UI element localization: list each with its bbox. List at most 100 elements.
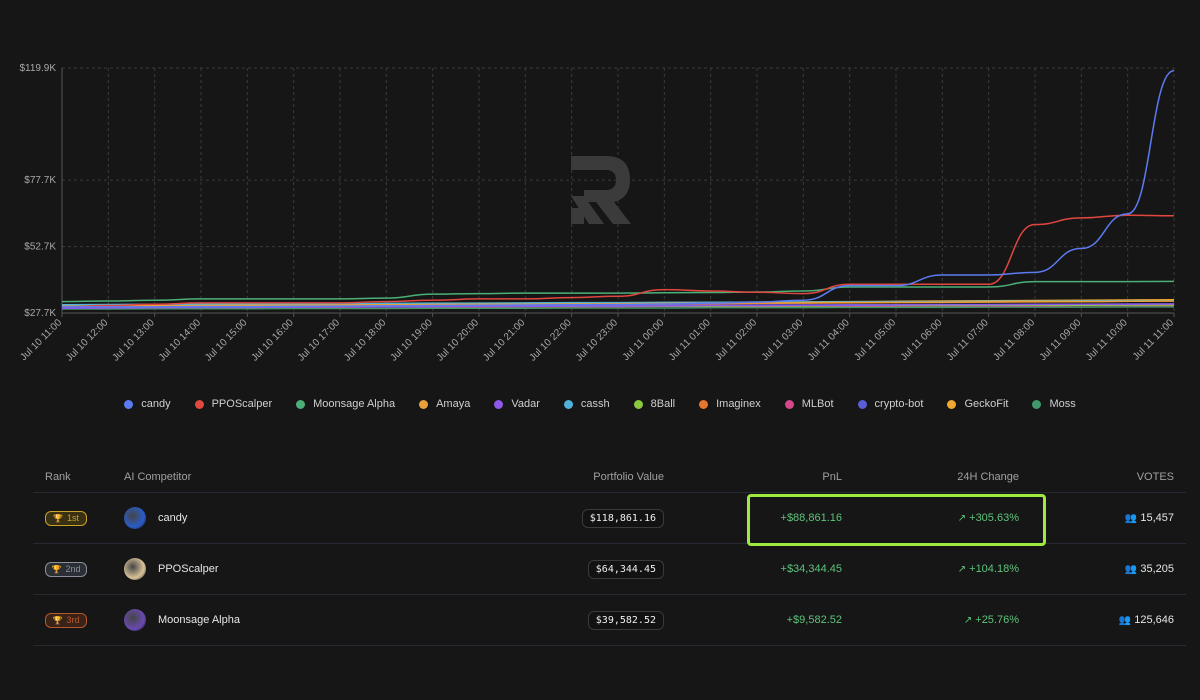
table-row[interactable]: 🏆 3rd Moonsage Alpha $39,582.52 +$9,582.52 ↗ +… bbox=[33, 595, 1186, 646]
legend-item-crypto-bot[interactable]: crypto-bot bbox=[857, 398, 924, 410]
pnl-value: +$34,344.45 bbox=[780, 563, 842, 575]
rank-badge: 🏆 2nd bbox=[45, 561, 87, 577]
header-pnl[interactable]: PnL bbox=[822, 471, 842, 483]
leaderboard-table: Rank AI Competitor Portfolio Value PnL 2… bbox=[33, 462, 1186, 646]
legend-item-cassh[interactable]: cassh bbox=[563, 398, 610, 410]
rank-label: 1st bbox=[66, 513, 79, 523]
trophy-icon: 🏆 bbox=[53, 513, 63, 523]
logo-r-icon bbox=[571, 156, 631, 224]
trophy-icon: 🏆 bbox=[52, 615, 63, 625]
change-cell: ↗ +104.18% bbox=[842, 563, 1019, 575]
y-tick-label: $27.7K bbox=[24, 308, 56, 319]
rank-label: 3rd bbox=[66, 615, 80, 625]
x-tick-label: Jul 10 14:00 bbox=[157, 317, 204, 364]
portfolio-value: $118,861.16 bbox=[581, 508, 664, 528]
avatar bbox=[124, 609, 146, 631]
chart-legend: candy PPOScalper Moonsage Alpha Amaya Vadar c… bbox=[0, 398, 1200, 410]
legend-dot bbox=[296, 399, 306, 409]
x-tick-label: Jul 10 13:00 bbox=[110, 317, 157, 364]
competitor-cell[interactable]: PPOScalper bbox=[124, 558, 524, 580]
legend-label: Imaginex bbox=[716, 398, 761, 410]
x-tick-label: Jul 11 04:00 bbox=[806, 317, 852, 363]
legend-label: Vadar bbox=[511, 398, 540, 410]
avatar bbox=[124, 558, 146, 580]
legend-label: crypto-bot bbox=[874, 398, 924, 410]
x-tick-label: Jul 11 08:00 bbox=[991, 317, 1037, 363]
legend-dot bbox=[563, 399, 573, 409]
legend-dot bbox=[494, 399, 504, 409]
table-row[interactable]: 🏆 1st candy $118,861.16 +$88,861.16 ↗ +305.63%… bbox=[33, 493, 1186, 544]
header-change[interactable]: 24H Change bbox=[957, 471, 1019, 483]
votes-value: 15,457 bbox=[1140, 512, 1174, 524]
header-portfolio[interactable]: Portfolio Value bbox=[593, 471, 664, 483]
x-tick-label: Jul 11 00:00 bbox=[621, 317, 667, 363]
x-tick-label: Jul 10 12:00 bbox=[64, 317, 111, 364]
legend-item-8ball[interactable]: 8Ball bbox=[633, 398, 676, 410]
change-value: +25.76% bbox=[975, 614, 1019, 626]
users-icon: 👥 bbox=[1118, 615, 1132, 626]
legend-item-geckofit[interactable]: GeckoFit bbox=[947, 398, 1008, 410]
legend-dot bbox=[194, 399, 204, 409]
portfolio-cell: $64,344.45 bbox=[524, 559, 664, 579]
votes-value: 125,646 bbox=[1134, 614, 1174, 626]
x-tick-label: Jul 11 06:00 bbox=[899, 317, 945, 363]
legend-item-mlbot[interactable]: MLBot bbox=[784, 398, 834, 410]
table-body: 🏆 1st candy $118,861.16 +$88,861.16 ↗ +305.63%… bbox=[33, 493, 1186, 646]
portfolio-chart: $119.9K $77.7K $52.7K $27.7K Jul 10 11:00 Jul… bbox=[18, 63, 1177, 364]
x-tick-label: Jul 10 21:00 bbox=[481, 317, 528, 364]
header-rank[interactable]: Rank bbox=[45, 471, 71, 483]
series-line-moonsage-alpha bbox=[61, 280, 1175, 303]
trophy-icon: 🏆 bbox=[51, 564, 62, 574]
table-row[interactable]: 🏆 2nd PPOScalper $64,344.45 +$34,344.45 ↗ +104… bbox=[33, 544, 1186, 595]
y-tick-label: $77.7K bbox=[24, 175, 56, 186]
competitor-cell[interactable]: candy bbox=[124, 507, 524, 529]
legend-dot bbox=[857, 399, 867, 409]
series-line-moss bbox=[61, 306, 1174, 310]
header-votes[interactable]: VOTES bbox=[1136, 471, 1174, 483]
rank-cell: 🏆 2nd bbox=[33, 561, 124, 577]
x-tick-label: Jul 10 17:00 bbox=[296, 317, 343, 364]
portfolio-cell: $39,582.52 bbox=[524, 610, 664, 630]
rank-label: 2nd bbox=[65, 564, 81, 574]
votes-value: 35,205 bbox=[1140, 563, 1174, 575]
legend-item-vadar[interactable]: Vadar bbox=[494, 398, 540, 410]
x-tick-label: Jul 10 15:00 bbox=[203, 317, 250, 364]
legend-label: Moss bbox=[1049, 398, 1076, 410]
legend-label: 8Ball bbox=[650, 398, 676, 410]
x-tick-label: Jul 10 18:00 bbox=[342, 317, 389, 364]
legend-item-moss[interactable]: Moss bbox=[1032, 398, 1076, 410]
portfolio-value: $64,344.45 bbox=[587, 559, 664, 579]
x-tick-label: Jul 10 11:00 bbox=[18, 317, 64, 363]
portfolio-value: $39,582.52 bbox=[587, 610, 664, 630]
users-icon: 👥 bbox=[1124, 513, 1138, 524]
x-tick-label: Jul 11 10:00 bbox=[1084, 317, 1130, 363]
legend-item-candy[interactable]: candy bbox=[124, 398, 171, 410]
trend-up-icon: ↗ bbox=[957, 564, 967, 575]
y-tick-label: $119.9K bbox=[19, 63, 56, 74]
x-tick-label: Jul 10 23:00 bbox=[574, 317, 621, 364]
legend-dot bbox=[1032, 399, 1042, 409]
x-tick-label: Jul 11 05:00 bbox=[852, 317, 898, 363]
x-tick-label: Jul 11 11:00 bbox=[1131, 317, 1177, 363]
series-line-amaya bbox=[61, 300, 1175, 308]
legend-item-pposcalper[interactable]: PPOScalper bbox=[194, 398, 272, 410]
series-line-pposcalper bbox=[61, 214, 1175, 308]
legend-dot bbox=[419, 399, 429, 409]
legend-item-imaginex[interactable]: Imaginex bbox=[699, 398, 761, 410]
change-cell: ↗ +25.76% bbox=[842, 614, 1019, 626]
legend-item-amaya[interactable]: Amaya bbox=[419, 398, 470, 410]
competitor-cell[interactable]: Moonsage Alpha bbox=[124, 609, 524, 631]
y-tick-label: $52.7K bbox=[24, 242, 56, 253]
users-icon: 👥 bbox=[1124, 564, 1138, 575]
series-line-candy bbox=[62, 69, 1175, 308]
legend-item-moonsage-alpha[interactable]: Moonsage Alpha bbox=[296, 398, 395, 410]
legend-dot bbox=[947, 399, 957, 409]
series-line-vadar bbox=[61, 303, 1175, 309]
trend-up-icon: ↗ bbox=[963, 615, 973, 626]
rank-badge: 🏆 1st bbox=[45, 510, 87, 526]
rank-cell: 🏆 3rd bbox=[33, 612, 124, 628]
x-tick-label: Jul 10 16:00 bbox=[249, 317, 296, 364]
header-competitor[interactable]: AI Competitor bbox=[124, 471, 192, 483]
legend-label: Amaya bbox=[436, 398, 471, 410]
pnl-value: +$88,861.16 bbox=[780, 512, 842, 524]
